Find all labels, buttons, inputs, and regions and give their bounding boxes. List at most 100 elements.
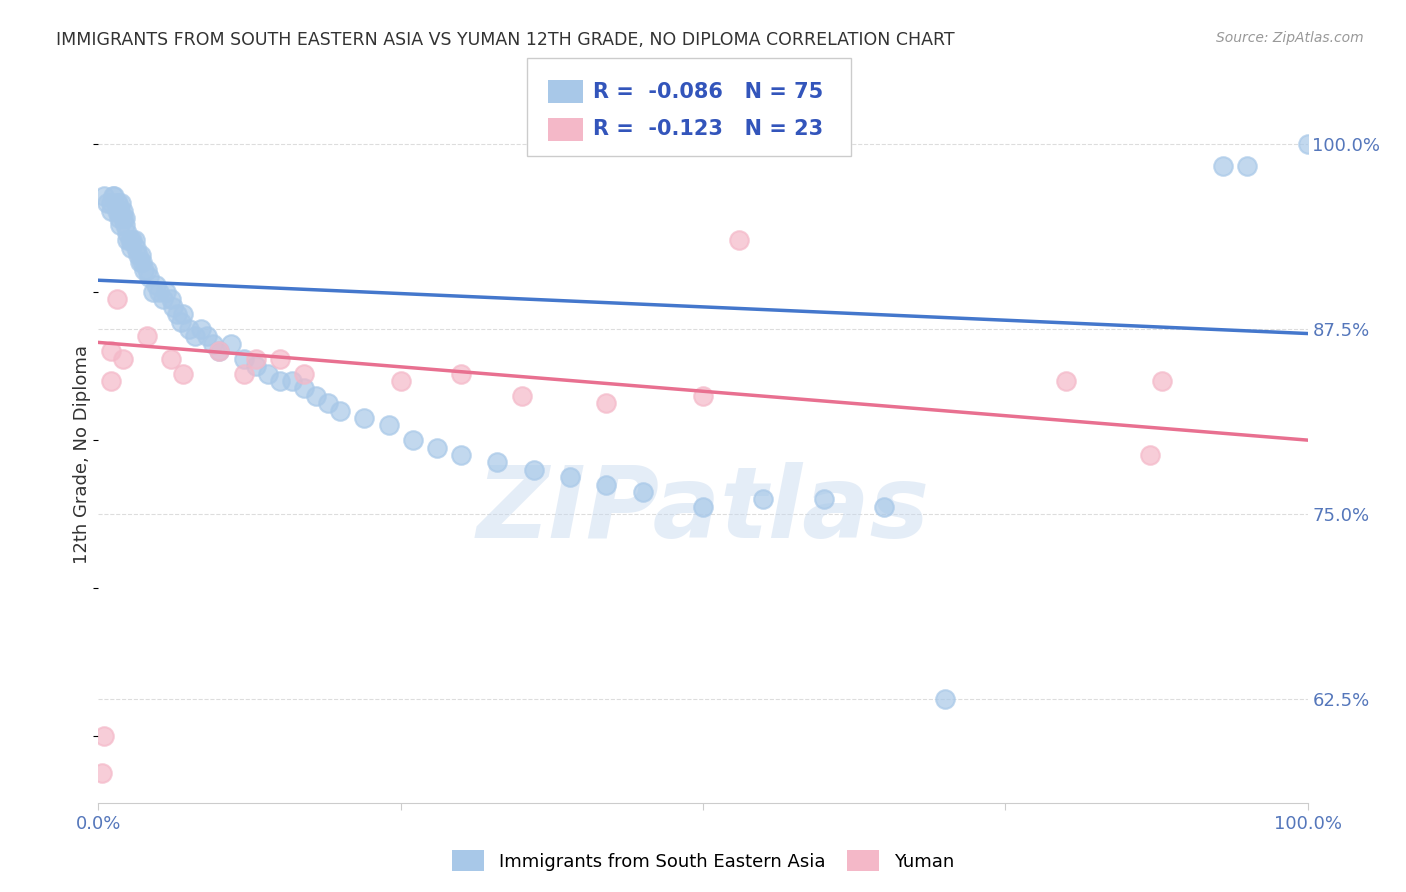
Point: [179, 322, 201, 336]
Point: [105, 196, 128, 211]
Text: R =  -0.086   N = 75: R = -0.086 N = 75: [593, 82, 824, 102]
Point: [114, 211, 136, 225]
Point: [195, 329, 218, 343]
Point: [100, 203, 122, 218]
Point: [232, 351, 254, 366]
Point: [100, 344, 122, 359]
Point: [114, 219, 136, 233]
Point: [117, 233, 139, 247]
Point: [245, 351, 267, 366]
Point: [131, 255, 153, 269]
Point: [162, 300, 184, 314]
Point: [118, 233, 141, 247]
Text: IMMIGRANTS FROM SOUTH EASTERN ASIA VS YUMAN 12TH GRADE, NO DIPLOMA CORRELATION C: IMMIGRANTS FROM SOUTH EASTERN ASIA VS YU…: [56, 31, 955, 49]
Legend: Immigrants from South Eastern Asia, Yuman: Immigrants from South Eastern Asia, Yuma…: [444, 843, 962, 879]
Point: [96, 196, 118, 211]
Point: [631, 484, 654, 499]
Point: [221, 337, 243, 351]
Point: [486, 455, 509, 469]
Point: [208, 344, 231, 359]
Point: [145, 277, 167, 292]
Point: [108, 211, 131, 225]
Point: [450, 448, 472, 462]
Point: [305, 389, 328, 403]
Point: [1296, 136, 1319, 151]
Point: [208, 344, 231, 359]
Point: [160, 351, 183, 366]
Point: [111, 211, 134, 225]
Point: [110, 196, 132, 211]
Point: [91, 766, 114, 780]
Point: [108, 203, 131, 218]
Point: [1139, 448, 1161, 462]
Point: [169, 315, 191, 329]
Point: [101, 189, 124, 203]
Point: [450, 367, 472, 381]
Point: [142, 285, 165, 299]
Text: Source: ZipAtlas.com: Source: ZipAtlas.com: [1216, 31, 1364, 45]
Point: [728, 233, 751, 247]
Point: [752, 492, 775, 507]
Point: [873, 500, 896, 514]
Point: [269, 374, 291, 388]
Y-axis label: 12th Grade, No Diploma: 12th Grade, No Diploma: [73, 345, 91, 565]
Point: [692, 389, 714, 403]
Point: [121, 233, 143, 247]
Point: [329, 403, 352, 417]
Point: [292, 381, 315, 395]
Point: [353, 411, 375, 425]
Point: [692, 500, 714, 514]
Point: [103, 189, 125, 203]
Point: [105, 293, 128, 307]
Point: [135, 263, 157, 277]
Point: [245, 359, 267, 373]
Point: [160, 293, 183, 307]
Point: [1236, 159, 1258, 173]
Point: [558, 470, 581, 484]
Point: [108, 219, 131, 233]
Text: ZIPatlas: ZIPatlas: [477, 462, 929, 559]
Point: [377, 418, 399, 433]
Point: [256, 367, 278, 381]
Point: [402, 433, 425, 447]
Point: [595, 396, 617, 410]
Point: [389, 374, 412, 388]
Point: [111, 351, 134, 366]
Point: [190, 322, 212, 336]
Point: [523, 463, 546, 477]
Point: [135, 329, 157, 343]
Point: [134, 263, 156, 277]
Point: [172, 307, 194, 321]
Point: [105, 203, 128, 218]
Point: [595, 477, 617, 491]
Point: [281, 374, 304, 388]
Point: [117, 226, 139, 240]
Point: [269, 351, 291, 366]
Point: [100, 196, 122, 211]
Point: [127, 248, 149, 262]
Point: [184, 329, 207, 343]
Point: [292, 367, 315, 381]
Point: [202, 337, 225, 351]
Point: [93, 729, 115, 743]
Point: [426, 441, 449, 455]
Point: [510, 389, 533, 403]
Point: [128, 255, 150, 269]
Point: [152, 293, 174, 307]
Point: [100, 374, 122, 388]
Point: [155, 285, 177, 299]
Point: [138, 270, 160, 285]
Point: [1212, 159, 1234, 173]
Point: [93, 189, 115, 203]
Point: [1054, 374, 1077, 388]
Point: [111, 203, 134, 218]
Point: [125, 241, 148, 255]
Point: [148, 285, 170, 299]
Point: [1152, 374, 1174, 388]
Point: [129, 248, 152, 262]
Point: [124, 233, 146, 247]
Point: [316, 396, 339, 410]
Point: [172, 367, 194, 381]
Point: [813, 492, 835, 507]
Point: [107, 196, 129, 211]
